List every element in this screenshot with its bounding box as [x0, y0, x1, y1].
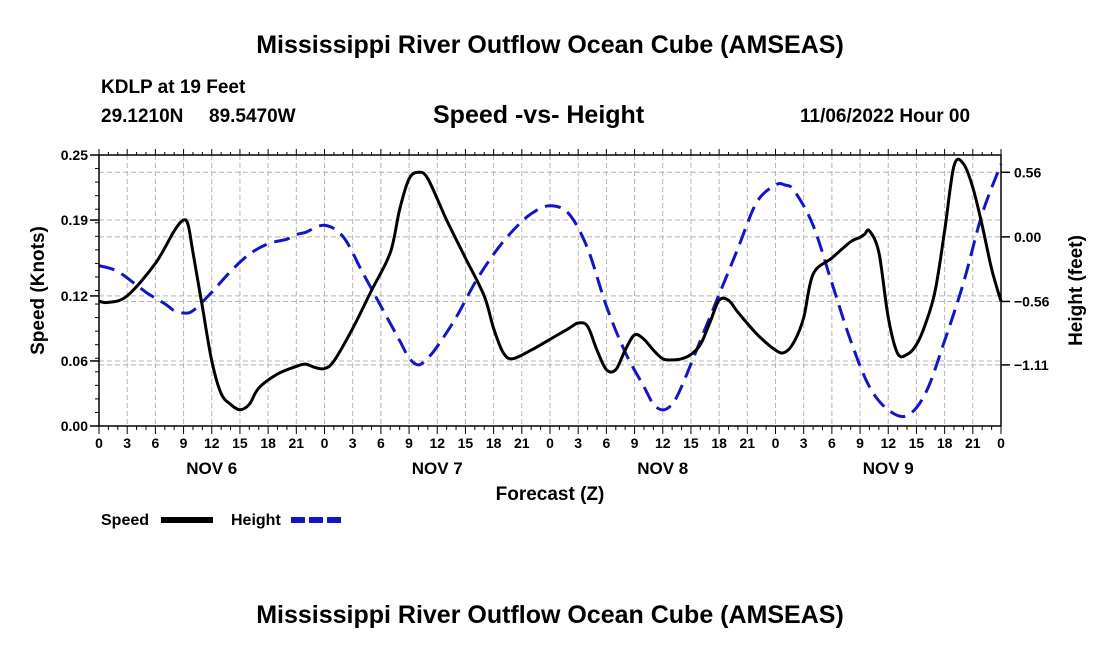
x-tick-label: 21	[514, 435, 530, 451]
axis-labels: 0 3 6 9 12 15 18 21 0 3 6 9 12 15 18 21 0 3 6 9 12 15 18 21 0 3 6 9…	[28, 147, 1087, 505]
series-line-height	[98, 163, 1003, 419]
x-tick-label: 18	[260, 435, 276, 451]
x-tick-label: 0	[772, 435, 780, 451]
station-lon: 89.5470W	[209, 106, 296, 127]
x-tick-label: 12	[429, 435, 445, 451]
x-day-label: NOV 7	[412, 459, 463, 478]
x-tick-label: 6	[602, 435, 610, 451]
x-tick-label: 12	[204, 435, 220, 451]
y-axis-title: Speed (Knots)	[28, 226, 49, 355]
y2-axis-title: Height (feet)	[1066, 235, 1087, 346]
axes	[90, 149, 1010, 434]
x-tick-label: 0	[546, 435, 554, 451]
x-tick-label: 3	[574, 435, 582, 451]
legend-label-height: Height	[231, 512, 281, 529]
chart-title: Speed -vs- Height	[433, 101, 645, 129]
x-tick-label: 18	[486, 435, 502, 451]
x-tick-label: 21	[740, 435, 756, 451]
y2-tick-label: −1.11	[1014, 357, 1049, 373]
y-tick-label: 0.00	[61, 418, 88, 434]
footer-title: Mississippi River Outflow Ocean Cube (AM…	[256, 601, 844, 629]
x-tick-label: 15	[683, 435, 699, 451]
x-tick-label: 9	[631, 435, 639, 451]
x-axis-title: Forecast (Z)	[496, 484, 605, 505]
x-day-label: NOV 6	[186, 459, 237, 478]
y-tick-label: 0.12	[61, 288, 88, 304]
station-lat: 29.1210N	[101, 106, 184, 127]
x-tick-label: 9	[180, 435, 188, 451]
series-layer	[98, 157, 1003, 419]
x-tick-label: 15	[458, 435, 474, 451]
x-tick-label: 12	[880, 435, 896, 451]
x-tick-label: 9	[856, 435, 864, 451]
x-tick-label: 0	[321, 435, 329, 451]
x-tick-label: 6	[151, 435, 159, 451]
y-tick-label: 0.19	[61, 212, 88, 228]
x-day-label: NOV 8	[637, 459, 688, 478]
series-line-speed	[98, 157, 1003, 412]
x-tick-label: 6	[377, 435, 385, 451]
y-tick-label: 0.06	[61, 353, 88, 369]
x-tick-label: 12	[655, 435, 671, 451]
x-tick-label: 18	[711, 435, 727, 451]
grid-lines	[99, 155, 1001, 426]
x-tick-label: 15	[909, 435, 925, 451]
run-time: 11/06/2022 Hour 00	[800, 106, 971, 127]
x-tick-label: 0	[997, 435, 1005, 451]
station-name: KDLP at 19 Feet	[101, 77, 246, 98]
x-tick-label: 9	[405, 435, 413, 451]
y2-tick-label: 0.00	[1014, 229, 1041, 245]
x-day-label: NOV 9	[863, 459, 914, 478]
legend: Speed Height	[101, 512, 343, 529]
x-tick-label: 3	[349, 435, 357, 451]
x-tick-label: 18	[937, 435, 953, 451]
y2-tick-label: 0.56	[1014, 164, 1041, 180]
x-tick-label: 6	[828, 435, 836, 451]
y-tick-label: 0.25	[61, 147, 88, 163]
x-tick-label: 15	[232, 435, 248, 451]
x-tick-label: 21	[965, 435, 981, 451]
x-tick-label: 3	[123, 435, 131, 451]
x-tick-label: 3	[800, 435, 808, 451]
page-title: Mississippi River Outflow Ocean Cube (AM…	[256, 31, 844, 59]
x-tick-label: 21	[289, 435, 305, 451]
legend-label-speed: Speed	[101, 512, 149, 529]
y2-tick-label: −0.56	[1014, 293, 1050, 309]
x-tick-label: 0	[95, 435, 103, 451]
